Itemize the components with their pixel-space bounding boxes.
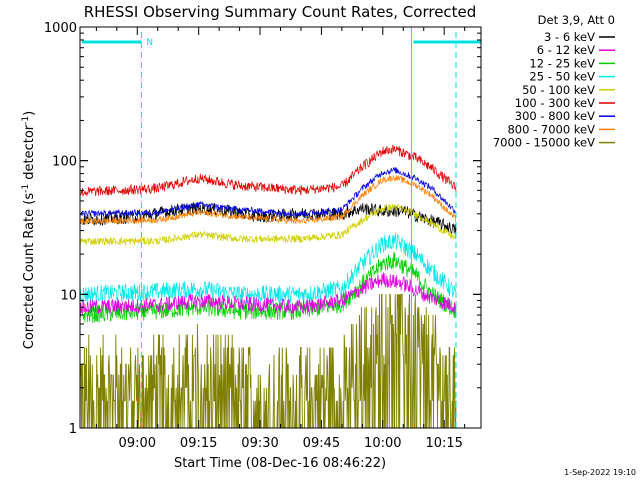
y-axis-label: Corrected Count Rate (s-1 detector-1) — [21, 111, 37, 349]
legend-label: 50 - 100 keV — [522, 83, 595, 97]
x-tick-label: 09:30 — [241, 436, 278, 451]
legend-label: 100 - 300 keV — [515, 96, 595, 110]
y-axis-label-part1: Corrected Count Rate (s — [22, 193, 37, 350]
legend-header: Det 3,9, Att 0 — [538, 13, 615, 27]
x-tick-label: 10:00 — [364, 436, 401, 451]
axes: 1 10 100 1000 09:00 09:15 09:30 09:45 10:00 10:15 — [44, 21, 482, 451]
y-tick-label: 1000 — [44, 21, 77, 36]
x-tick-label: 09:00 — [119, 436, 156, 451]
y-axis-label-part2: detector — [22, 124, 37, 184]
legend-label: 25 - 50 keV — [529, 70, 595, 84]
x-tick-label: 09:45 — [303, 436, 340, 451]
series-line-7000-15000-kev — [80, 293, 457, 428]
night-label: N — [146, 38, 153, 48]
legend-label: 300 - 800 keV — [515, 109, 595, 123]
x-tick-label: 09:15 — [180, 436, 217, 451]
x-tick-label: 10:15 — [425, 436, 462, 451]
series-line-800-7000-kev — [80, 174, 457, 226]
series-line-50-100-kev — [80, 203, 457, 246]
y-axis-label-part3: ) — [22, 111, 37, 116]
series-line-100-300-kev — [80, 144, 457, 197]
data-area — [80, 144, 457, 428]
y-tick-label: 100 — [52, 155, 77, 170]
series-line-12-25-kev — [80, 252, 457, 324]
y-axis-label-sup2: -1 — [21, 116, 31, 125]
series-line-25-50-kev — [80, 232, 457, 304]
legend-label: 3 - 6 keV — [544, 30, 595, 44]
chart-title: RHESSI Observing Summary Count Rates, Co… — [84, 3, 477, 21]
x-axis-label: Start Time (08-Dec-16 08:46:22) — [174, 456, 386, 471]
y-tick-label: 1 — [69, 422, 77, 437]
night-intervals: N — [82, 27, 481, 428]
legend-label: 6 - 12 keV — [537, 43, 595, 57]
series-line-300-800-kev — [80, 166, 457, 218]
legend-label: 800 - 7000 keV — [507, 122, 595, 136]
legend-label: 7000 - 15000 keV — [493, 136, 595, 150]
timestamp: 1-Sep-2022 19:10 — [564, 468, 636, 477]
series-line-6-12-kev — [80, 272, 457, 316]
legend-label: 12 - 25 keV — [529, 56, 595, 70]
y-tick-label: 10 — [60, 288, 77, 303]
y-axis-label-sup1: -1 — [21, 184, 31, 193]
